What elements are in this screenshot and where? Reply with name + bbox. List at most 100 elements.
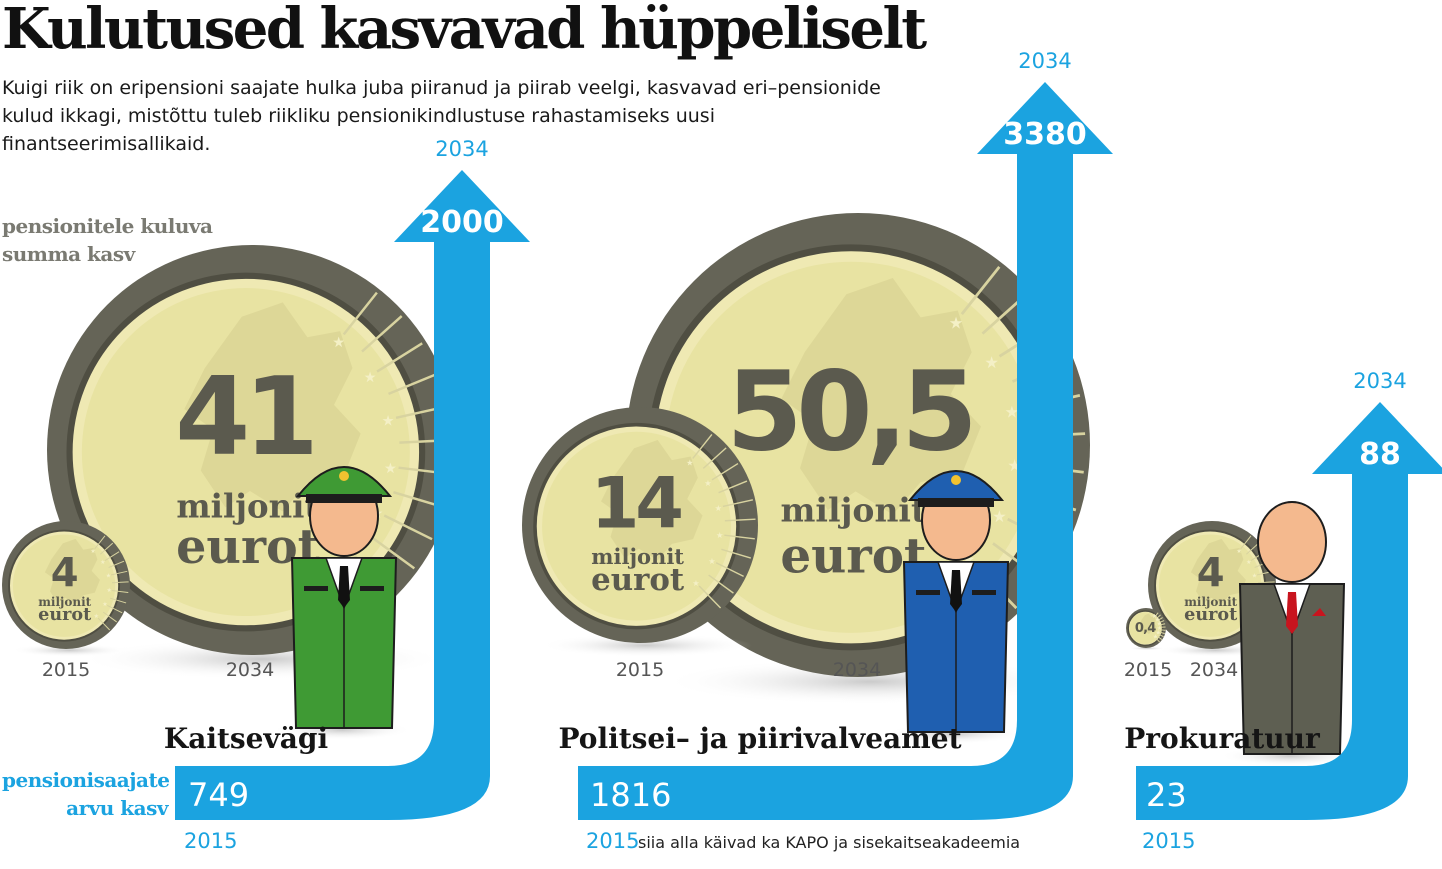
coin-stripe <box>1157 617 1163 621</box>
coin-stripe <box>1160 629 1166 631</box>
figure-tie <box>338 566 350 608</box>
coin-star: ★ <box>949 313 964 332</box>
coin-stripe <box>108 560 125 568</box>
coin-stripe <box>960 266 1001 316</box>
figure-cap <box>295 466 393 497</box>
coin-value: 4 <box>1197 550 1223 596</box>
count-value-2015: 23 <box>1146 776 1187 814</box>
coin-stripe <box>94 535 106 550</box>
count-growth-label-line: pensionisaajate <box>2 768 170 792</box>
coin-year-2015: 2015 <box>616 659 664 681</box>
count-value-2034: 2000 <box>420 205 504 240</box>
coin-map <box>44 538 100 605</box>
coin-star: ★ <box>106 572 111 579</box>
figure-tie <box>1286 592 1298 634</box>
coin-shadow <box>1129 646 1165 651</box>
coin-stripe <box>361 315 403 353</box>
coin-map <box>601 440 703 561</box>
coin-stripe <box>1159 631 1165 635</box>
coin-value: 50,5 <box>726 348 971 476</box>
coin-value: 0,4 <box>1135 621 1156 636</box>
figure-cap-badge <box>339 471 349 481</box>
coin-stripe <box>370 535 416 570</box>
coin-stripe <box>102 611 117 623</box>
coin-star: ★ <box>332 335 345 351</box>
coin-star: ★ <box>984 353 999 372</box>
coin-star: ★ <box>1153 633 1158 640</box>
coin-stripe <box>715 562 744 577</box>
coin-stripe <box>97 617 111 631</box>
coin-year-2034: 2034 <box>1190 659 1238 681</box>
coin-stripe <box>1159 623 1166 626</box>
coin-stripe <box>376 342 423 373</box>
coin-stripe <box>1154 612 1159 618</box>
count-year-2034: 2034 <box>435 137 488 161</box>
footnote: siia alla käivad ka KAPO ja sisekaitseak… <box>638 833 1020 852</box>
figure-prokuratuur <box>1220 501 1360 766</box>
figure-shoulder <box>304 586 328 591</box>
count-year-2015: 2015 <box>184 829 237 853</box>
count-value-2015: 749 <box>188 776 249 814</box>
figure-shoulder <box>972 590 996 595</box>
count-value-2034: 88 <box>1359 437 1401 472</box>
count-growth-label-line: arvu kasv <box>66 796 168 820</box>
arrow-kaitsevagi: 2000 2034 749 2015 <box>175 137 530 853</box>
coin-shadow <box>539 633 753 658</box>
coin-stripe <box>711 462 739 481</box>
coin-star: ★ <box>992 507 1007 526</box>
count-year-2034: 2034 <box>1018 49 1071 73</box>
coin-unit-line2: eurot <box>1184 604 1238 625</box>
coin-stripe <box>342 291 378 336</box>
coin-stripe <box>383 514 433 541</box>
coin-stripe <box>110 570 128 576</box>
count-growth-label: pensionisaajate arvu kasv <box>2 766 170 822</box>
coin-stripe <box>698 585 722 609</box>
sum-growth-label-line: pensionitele kuluva <box>2 214 213 238</box>
coin-stripe <box>111 590 129 594</box>
coin-star: ★ <box>1005 403 1020 422</box>
coin-stripe <box>718 480 748 494</box>
coin-star: ★ <box>1157 625 1162 632</box>
coin-star: ★ <box>704 478 711 488</box>
coin-star: ★ <box>715 503 722 513</box>
coin-stripe <box>721 548 752 559</box>
coin-stripe <box>110 597 127 604</box>
coin-stripe <box>1157 636 1163 640</box>
coin-star: ★ <box>100 559 105 566</box>
coin-star: ★ <box>1152 613 1157 620</box>
coin-stripe <box>1155 637 1161 643</box>
coin-map <box>781 277 981 515</box>
coin-stripe <box>724 534 755 540</box>
coin-star: ★ <box>90 548 95 555</box>
coin-star: ★ <box>692 578 699 588</box>
coin-unit-line1: miljonit <box>38 595 91 609</box>
figure-cap <box>907 470 1005 501</box>
coin-value: 4 <box>51 550 77 596</box>
coin-stripe <box>1246 542 1260 555</box>
arrow-body <box>1136 462 1408 820</box>
coin-star: ★ <box>716 530 723 540</box>
coin-value: 41 <box>175 355 312 480</box>
figure-shoulder <box>360 586 384 591</box>
sum-growth-label-line: summa kasv <box>2 242 135 266</box>
coin-year-2015: 2015 <box>1124 659 1172 681</box>
figure-pocket-square <box>1312 608 1326 616</box>
figure-cap-band <box>918 498 994 507</box>
arrow-head <box>977 82 1113 154</box>
coin-star: ★ <box>1236 548 1241 555</box>
coin-map <box>1139 613 1157 634</box>
count-year-2015: 2015 <box>586 829 639 853</box>
coin-stripe <box>1257 581 1275 584</box>
coin-year-2034: 2034 <box>833 659 881 681</box>
category-label: Kaitsevägi <box>164 722 328 755</box>
arrow-head <box>1312 402 1442 474</box>
coin-stripe <box>104 551 120 561</box>
coin-unit-line2: eurot <box>591 562 685 598</box>
figure-shoulder <box>916 590 940 595</box>
coin-prokuratuur-2015: ★★★★★★0,4 <box>1126 608 1166 651</box>
coin-stripe <box>1156 614 1161 619</box>
coin-stripe <box>1158 633 1164 638</box>
coin-stripe <box>107 605 123 614</box>
figure-cap-band <box>306 494 382 503</box>
